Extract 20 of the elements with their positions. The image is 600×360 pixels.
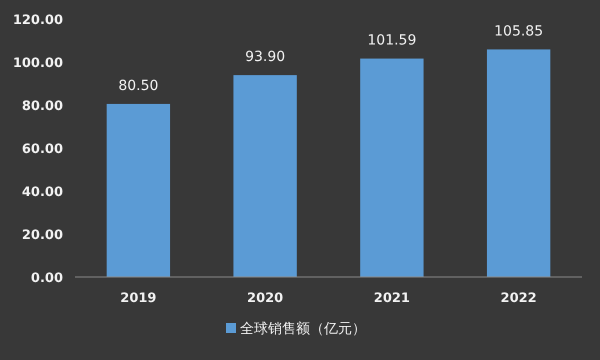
- bar: [486, 49, 550, 277]
- data-label: 93.90: [245, 49, 286, 66]
- x-tick-label: 2021: [374, 291, 410, 306]
- data-label: 105.85: [494, 23, 544, 40]
- x-tick-label: 2019: [120, 291, 156, 306]
- y-tick-label: 40.00: [22, 185, 63, 200]
- bar: [360, 58, 424, 277]
- x-tick-label: 2022: [500, 291, 537, 306]
- data-label: 80.50: [118, 78, 158, 94]
- x-tick-label: 2020: [247, 291, 284, 306]
- legend-label: 全球销售额（亿元）: [240, 321, 366, 337]
- y-tick-label: 60.00: [22, 142, 63, 157]
- y-tick-label: 0.00: [30, 271, 63, 286]
- bar: [106, 104, 170, 277]
- bar: [233, 75, 297, 277]
- y-tick-label: 120.00: [12, 13, 63, 28]
- data-label: 101.59: [367, 32, 416, 49]
- y-tick-label: 80.00: [22, 99, 63, 114]
- y-tick-label: 100.00: [12, 56, 63, 71]
- y-tick-label: 20.00: [22, 228, 63, 243]
